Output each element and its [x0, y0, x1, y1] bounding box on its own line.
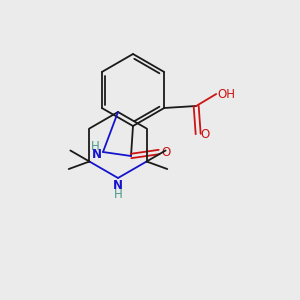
Text: N: N	[113, 179, 123, 192]
Text: H: H	[114, 188, 122, 201]
Text: H: H	[91, 140, 100, 152]
Text: O: O	[161, 146, 170, 158]
Text: O: O	[200, 128, 209, 142]
Text: OH: OH	[217, 88, 235, 100]
Text: N: N	[92, 148, 102, 161]
